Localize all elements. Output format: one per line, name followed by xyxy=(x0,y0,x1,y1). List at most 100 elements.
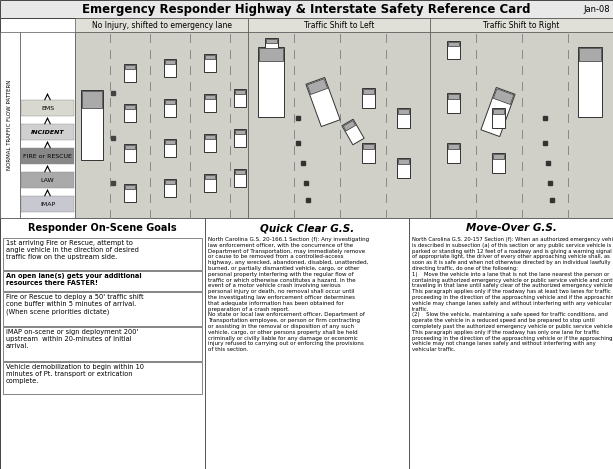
Bar xyxy=(205,55,215,60)
Bar xyxy=(235,130,245,135)
Bar xyxy=(125,185,135,189)
Bar xyxy=(264,38,278,56)
Bar xyxy=(3,292,202,326)
Bar xyxy=(579,48,601,61)
Bar xyxy=(21,172,74,188)
Text: Responder On-Scene Goals: Responder On-Scene Goals xyxy=(28,223,177,233)
Bar xyxy=(447,144,459,149)
Text: No Injury, shifted to emergency lane: No Injury, shifted to emergency lane xyxy=(91,21,232,30)
Bar xyxy=(362,89,373,94)
Bar xyxy=(81,90,103,160)
Bar xyxy=(205,175,215,180)
Bar xyxy=(234,89,246,107)
Bar xyxy=(75,18,248,32)
Text: Vehicle demobilization to begin within 10
minutes of Pt. transport or extricatio: Vehicle demobilization to begin within 1… xyxy=(6,364,144,384)
Bar xyxy=(204,54,216,72)
Bar xyxy=(265,39,276,44)
Bar xyxy=(430,32,613,218)
Text: FIRE or RESCUE: FIRE or RESCUE xyxy=(23,153,72,159)
Bar xyxy=(258,47,284,117)
Text: LAW: LAW xyxy=(40,177,55,182)
Bar xyxy=(3,362,202,394)
Bar xyxy=(248,18,430,32)
Bar xyxy=(82,91,102,107)
Bar xyxy=(205,135,215,139)
Bar xyxy=(204,94,216,112)
Text: Jan-08: Jan-08 xyxy=(584,5,610,14)
Text: North Carolina G.S. 20-166.1 Section (f): Any investigating
law enforcement offi: North Carolina G.S. 20-166.1 Section (f)… xyxy=(208,237,369,352)
Bar xyxy=(362,143,375,163)
Bar xyxy=(165,100,175,105)
Bar xyxy=(306,77,340,127)
Bar xyxy=(481,87,515,136)
Bar xyxy=(0,218,613,469)
Text: IMAP on-scene or sign deployment 200'
upstream  within 20-minutes of initial
arr: IMAP on-scene or sign deployment 200' up… xyxy=(6,329,139,349)
Bar xyxy=(3,327,202,361)
Text: NORMAL TRAFFIC FLOW PATTERN: NORMAL TRAFFIC FLOW PATTERN xyxy=(7,80,12,170)
Bar xyxy=(0,0,613,18)
Bar xyxy=(492,154,503,159)
Bar xyxy=(362,88,375,108)
Bar xyxy=(493,89,514,105)
Bar xyxy=(578,47,602,117)
Bar xyxy=(21,124,74,140)
Bar xyxy=(307,79,327,95)
Bar xyxy=(204,134,216,152)
Bar xyxy=(259,48,283,61)
Bar xyxy=(446,93,460,113)
Bar xyxy=(3,238,202,270)
Bar xyxy=(362,144,373,149)
Bar xyxy=(397,158,409,178)
Bar xyxy=(124,144,136,162)
Bar xyxy=(492,108,504,128)
Bar xyxy=(3,271,202,291)
Bar xyxy=(430,18,613,32)
Bar xyxy=(164,179,176,197)
Text: 1st arriving Fire or Rescue, attempt to
angle vehicle in the direction of desire: 1st arriving Fire or Rescue, attempt to … xyxy=(6,240,139,260)
Text: An open lane(s) gets your additional
resources there FASTER!: An open lane(s) gets your additional res… xyxy=(6,273,142,286)
Bar xyxy=(21,196,74,212)
Bar xyxy=(21,100,74,116)
Text: INCIDENT: INCIDENT xyxy=(31,129,64,135)
Bar xyxy=(204,174,216,192)
Bar xyxy=(447,42,459,46)
Bar xyxy=(124,184,136,202)
Bar xyxy=(125,105,135,109)
Bar xyxy=(165,140,175,144)
Bar xyxy=(20,32,75,218)
Text: Quick Clear G.S.: Quick Clear G.S. xyxy=(260,223,354,233)
Text: North Carolina G.S. 20-157 Section (f): When an authorized emergency vehicle
is : North Carolina G.S. 20-157 Section (f): … xyxy=(412,237,613,352)
Bar xyxy=(342,119,364,145)
Text: Fire or Rescue to deploy a 50' traffic shift
cone buffer within 5 minutes of arr: Fire or Rescue to deploy a 50' traffic s… xyxy=(6,294,143,315)
Text: Traffic Shift to Left: Traffic Shift to Left xyxy=(304,21,374,30)
Text: Traffic Shift to Right: Traffic Shift to Right xyxy=(483,21,560,30)
Bar xyxy=(235,90,245,94)
Bar xyxy=(234,129,246,147)
Bar xyxy=(343,121,356,131)
Bar xyxy=(447,94,459,99)
Bar xyxy=(397,108,409,128)
Bar xyxy=(248,32,430,218)
Bar xyxy=(492,153,504,173)
Bar xyxy=(205,95,215,99)
Bar xyxy=(125,65,135,69)
Bar xyxy=(0,18,613,218)
Bar xyxy=(164,139,176,157)
Bar xyxy=(21,148,74,164)
Bar xyxy=(164,99,176,117)
Bar xyxy=(125,145,135,150)
Bar xyxy=(75,32,248,218)
Text: Emergency Responder Highway & Interstate Safety Reference Card: Emergency Responder Highway & Interstate… xyxy=(82,2,531,15)
Bar xyxy=(124,64,136,82)
Text: EMS: EMS xyxy=(41,106,54,111)
Bar xyxy=(397,159,408,164)
Text: Move-Over G.S.: Move-Over G.S. xyxy=(465,223,557,233)
Bar xyxy=(0,32,20,218)
Bar xyxy=(165,180,175,184)
Bar xyxy=(446,143,460,163)
Bar xyxy=(124,104,136,122)
Bar xyxy=(492,109,503,114)
Bar xyxy=(235,170,245,174)
Bar xyxy=(164,59,176,77)
Bar xyxy=(446,41,460,59)
